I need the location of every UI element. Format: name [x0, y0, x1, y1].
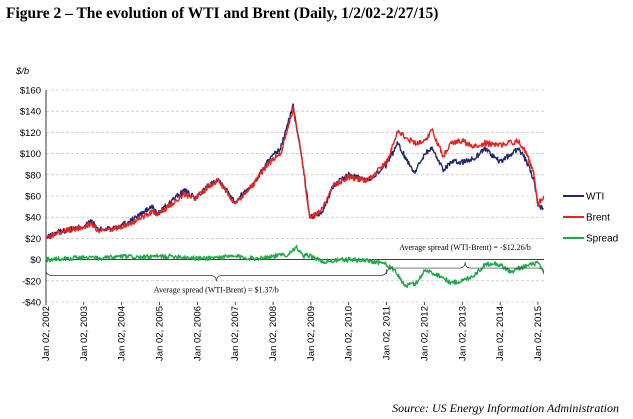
x-tick-label: Jan 02, 2006 [192, 306, 203, 361]
y-tick-label: -$40 [22, 298, 41, 309]
legend-label-spread: Spread [586, 234, 618, 245]
x-tick-label: Jan 02, 2004 [117, 306, 128, 361]
x-tick-label: Jan 02, 2007 [230, 306, 241, 361]
annotation-bracket [386, 262, 544, 275]
series-lines [45, 103, 545, 288]
x-tick-label: Jan 02, 2003 [79, 306, 90, 361]
x-tick-label: Jan 02, 2002 [41, 306, 52, 361]
x-tick-label: Jan 02, 2013 [457, 306, 468, 361]
annotation-bracket [45, 269, 387, 282]
y-tick-label: $140 [20, 107, 41, 118]
axes [45, 90, 544, 305]
y-tick-label: $80 [25, 170, 41, 181]
figure-title: Figure 2 – The evolution of WTI and Bren… [6, 5, 439, 22]
x-tick-label: Jan 02, 2008 [268, 306, 279, 361]
x-tick-label: Jan 02, 2015 [533, 306, 544, 361]
y-tick-label: $0 [30, 255, 41, 266]
series-line-spread [45, 244, 545, 288]
legend: WTI Brent Spread [563, 192, 618, 245]
figure-source: Source: US Energy Information Administra… [392, 401, 619, 415]
y-unit-label: $/b [15, 66, 29, 77]
y-tick-labels: -$40 -$20 $0 $20 $40 $60 $80 $100 $120 $140 $160 [20, 86, 41, 309]
y-tick-label: $100 [20, 149, 41, 160]
legend-label-brent: Brent [586, 213, 610, 224]
legend-label-wti: WTI [586, 192, 604, 203]
series-line-brent [45, 105, 545, 240]
y-tick-label: $160 [20, 86, 41, 97]
y-tick-label: -$20 [22, 276, 41, 287]
y-tick-label: $40 [25, 213, 41, 224]
y-tick-label: $20 [25, 234, 41, 245]
x-tick-labels: Jan 02, 2002 Jan 02, 2003 Jan 02, 2004 Jan … [41, 306, 544, 361]
y-tick-label: $120 [20, 128, 41, 139]
x-tick-label: Jan 02, 2011 [382, 306, 393, 360]
x-tick-label: Jan 02, 2009 [306, 306, 317, 361]
x-tick-label: Jan 02, 2005 [155, 306, 166, 361]
annotation-label: Average spread (WTI-Brent) = $1.37/b [154, 286, 279, 295]
spread-annotations: Average spread (WTI-Brent) = -$12.26/b Av… [45, 243, 544, 295]
x-tick-label: Jan 02, 2010 [344, 306, 355, 361]
gridlines [46, 89, 544, 303]
y-tick-label: $60 [25, 192, 41, 203]
series-line-wti [45, 103, 544, 239]
x-tick-label: Jan 02, 2012 [419, 306, 430, 361]
annotation-label: Average spread (WTI-Brent) = -$12.26/b [399, 243, 531, 252]
x-tick-label: Jan 02, 2014 [495, 306, 506, 361]
